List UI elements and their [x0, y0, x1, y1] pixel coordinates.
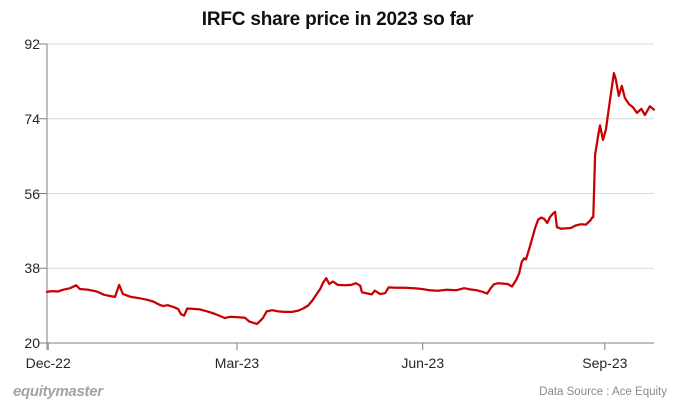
y-axis-label-38: 38: [24, 260, 40, 277]
x-axis-label-Dec-22: Dec-22: [25, 355, 71, 371]
y-axis-label-74: 74: [24, 110, 40, 127]
chart-title: IRFC share price in 2023 so far: [201, 9, 474, 30]
equitymaster-logo: equitymaster: [13, 383, 103, 400]
x-axis-label-Sep-23: Sep-23: [582, 355, 628, 371]
y-axis-label-56: 56: [24, 185, 40, 202]
data-source-label: Data Source : Ace Equity: [539, 386, 667, 398]
y-axis-label-20: 20: [24, 335, 40, 351]
y-axis-label-92: 92: [24, 36, 40, 52]
x-axis-label-Jun-23: Jun-23: [401, 355, 445, 371]
x-axis-label-Mar-23: Mar-23: [214, 355, 260, 371]
price-line: [45, 71, 656, 326]
